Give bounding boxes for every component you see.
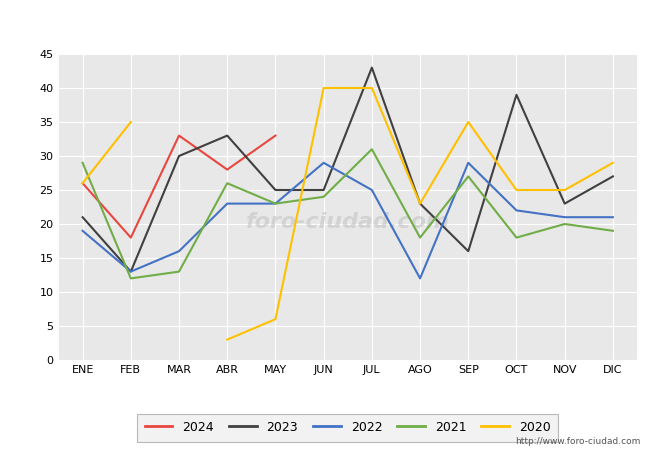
Text: foro-ciudad.com: foro-ciudad.com <box>246 212 450 232</box>
Text: Matriculaciones de Vehiculos en Canet de Mar: Matriculaciones de Vehiculos en Canet de… <box>140 16 510 31</box>
Legend: 2024, 2023, 2022, 2021, 2020: 2024, 2023, 2022, 2021, 2020 <box>137 414 558 442</box>
Text: http://www.foro-ciudad.com: http://www.foro-ciudad.com <box>515 436 640 446</box>
